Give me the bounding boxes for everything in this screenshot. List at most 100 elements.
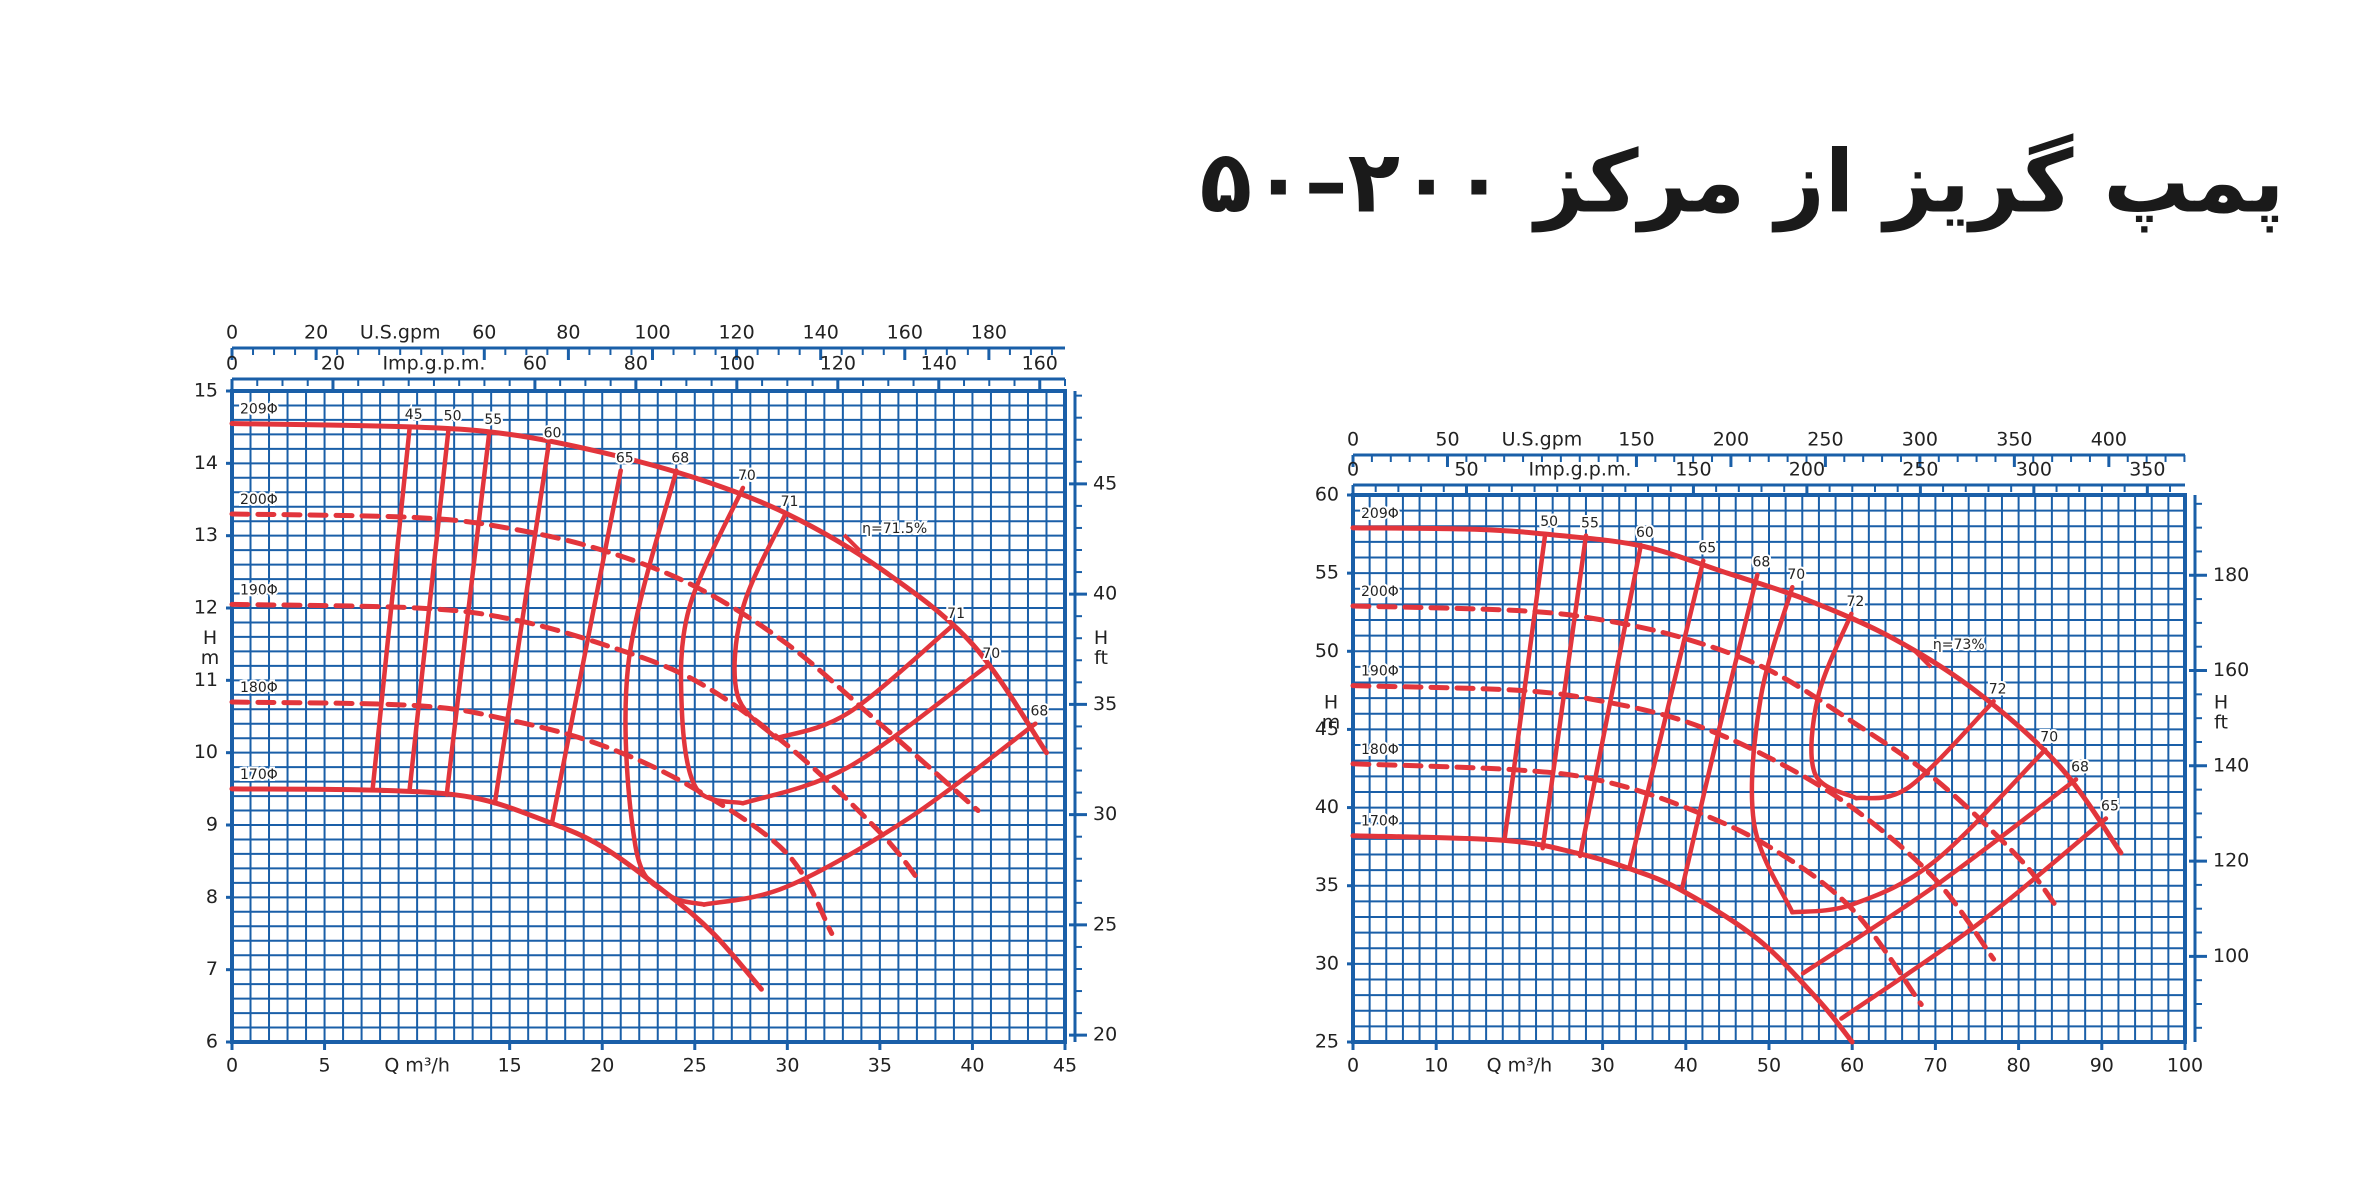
top-tick-label: 350 [2129,459,2165,481]
efficiency-label: 68 [1030,704,1048,720]
efficiency-label: 65 [2101,799,2119,815]
impeller-curve [229,601,924,886]
y-tick-label: 25 [1315,1031,1339,1053]
efficiency-label: 68 [671,451,689,467]
top-axis-label: U.S.gpm [360,322,441,344]
y-tick-label: 60 [1315,484,1339,506]
efficiency-label: 72 [1989,681,2007,697]
efficiency-label: 71 [947,606,965,622]
impeller-label: 209Φ [1361,506,1399,522]
x-tick-label: 10 [1424,1055,1448,1077]
efficiency-curve [370,424,412,792]
efficiency-label: 72 [1846,594,1864,610]
impeller-label: 200Φ [240,492,278,508]
efficiency-label: 68 [1752,555,1770,571]
impeller-label: 180Φ [240,680,278,696]
efficiency-curve [740,663,990,806]
top-tick-label: 100 [719,353,755,375]
y2-tick-label: 25 [1093,913,1117,935]
impeller-curve [229,699,835,936]
efficiency-label: 60 [544,425,562,441]
top-tick-label: 150 [1618,429,1654,451]
efficiency-curve [492,443,551,806]
y-tick-label: 12 [194,597,218,619]
y2-tick-label: 100 [2213,945,2249,967]
y-axis-label: H [203,627,217,649]
efficiency-curve [1854,699,1996,801]
impeller-curve [1350,833,1855,1045]
top-tick-label: 20 [304,322,328,344]
efficiency-curve [549,468,623,824]
top-tick-label: 0 [226,322,238,344]
x-tick-label: 40 [1674,1055,1698,1077]
top-tick-label: 0 [226,353,238,375]
top-axis-label: Imp.g.p.m. [382,353,485,375]
top-tick-label: 120 [820,353,856,375]
efficiency-curve [701,721,1038,907]
efficiency-label: 70 [2040,730,2058,746]
x-tick-label: 70 [1923,1055,1947,1077]
y-tick-label: 35 [1315,874,1339,896]
efficiency-curve [1502,531,1548,843]
y-axis-unit: m [201,647,220,669]
efficiency-curve [1809,611,1859,801]
efficiency-label: 70 [1787,567,1805,583]
top-tick-label: 300 [2016,459,2052,481]
efficiency-label: 45 [405,407,423,423]
y-axis-label: H [1324,691,1338,713]
y-axis-unit: m [1322,711,1341,733]
efficiency-curve [773,623,955,741]
efficiency-curve [1626,558,1706,871]
impeller-label: 190Φ [1361,664,1399,680]
bep-mark [842,533,862,553]
bep-label: η=73% [1933,637,1985,653]
y-tick-label: 11 [194,669,218,691]
top-tick-label: 300 [1902,429,1938,451]
bep-mark [1913,649,1933,669]
y2-tick-label: 30 [1093,803,1117,825]
x-tick-label: 30 [775,1055,799,1077]
efficiency-curve [444,429,492,797]
efficiency-curve [678,485,746,806]
y-tick-label: 55 [1315,562,1339,584]
y-tick-label: 6 [206,1031,218,1053]
x-tick-label: 35 [868,1055,892,1077]
plot-frame [230,389,1067,1044]
efficiency-label: 50 [1540,514,1558,530]
efficiency-label: 65 [616,451,634,467]
impeller-curve [1350,761,1924,1007]
y-tick-label: 15 [194,380,218,402]
impeller-curve [229,786,764,992]
x-tick-label: 0 [1347,1055,1359,1077]
top-tick-label: 120 [718,322,754,344]
y-tick-label: 7 [206,958,218,980]
efficiency-curve [1790,747,2048,915]
y2-tick-label: 180 [2213,564,2249,586]
efficiency-label: 60 [1636,525,1654,541]
top-tick-label: 150 [1675,459,1711,481]
top-tick-label: 20 [321,353,345,375]
bep-label: η=71.5% [862,521,927,537]
y-tick-label: 8 [206,886,218,908]
efficiency-curve [1540,533,1589,851]
y-tick-label: 50 [1315,640,1339,662]
efficiency-curve [407,426,451,792]
top-tick-label: 200 [1713,429,1749,451]
y2-tick-label: 40 [1093,583,1117,605]
y2-tick-label: 140 [2213,754,2249,776]
y-tick-label: 10 [194,741,218,763]
y2-axis-label: H [1094,627,1108,649]
top-tick-label: 160 [887,322,923,344]
impeller-label: 190Φ [240,582,278,598]
impeller-label: 170Φ [240,767,278,783]
top-tick-label: 60 [523,353,547,375]
y2-axis-unit: ft [2214,711,2228,733]
x-tick-label: 20 [590,1055,614,1077]
y-tick-label: 30 [1315,952,1339,974]
efficiency-label: 70 [738,468,756,484]
efficiency-curve [1839,816,2109,1021]
x-tick-label: 25 [683,1055,707,1077]
top-tick-label: 400 [2091,429,2127,451]
